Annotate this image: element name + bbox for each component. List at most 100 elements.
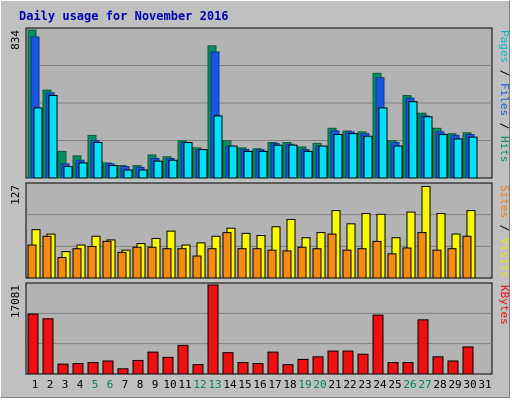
legend-entry: Files: [498, 83, 511, 116]
bar-pages-1: [33, 107, 43, 179]
bar-sites-21: [327, 233, 337, 279]
bar-pages-16: [258, 150, 268, 179]
bar-sites-23: [357, 248, 367, 279]
x-tick-label-7: 7: [122, 378, 129, 391]
bar-pages-5: [93, 142, 103, 179]
x-tick-label-24: 24: [373, 378, 387, 391]
legend-entry: /: [498, 218, 511, 238]
bar-kbytes-18: [282, 364, 294, 375]
bar-kbytes-1: [27, 313, 39, 375]
x-tick-label-23: 23: [358, 378, 371, 391]
bar-pages-26: [408, 101, 418, 179]
bar-kbytes-14: [222, 352, 234, 375]
bar-pages-14: [228, 145, 238, 179]
bar-sites-5: [87, 246, 97, 279]
bar-pages-30: [468, 136, 478, 179]
bar-kbytes-26: [402, 362, 414, 375]
bar-pages-6: [108, 165, 118, 179]
bar-kbytes-27: [417, 319, 429, 375]
scale-label-middle: 127: [9, 185, 22, 205]
bar-kbytes-15: [237, 362, 249, 375]
bar-kbytes-13: [207, 284, 219, 375]
bar-kbytes-24: [372, 314, 384, 375]
x-tick-label-28: 28: [433, 378, 446, 391]
x-tick-label-30: 30: [463, 378, 476, 391]
bar-kbytes-7: [117, 368, 129, 375]
bar-pages-17: [273, 144, 283, 179]
bar-sites-25: [387, 253, 397, 279]
bar-sites-6: [102, 240, 112, 279]
bar-sites-3: [57, 256, 67, 279]
bar-kbytes-22: [342, 350, 354, 375]
panel-bottom: 17081 KBytes: [9, 282, 511, 375]
bar-sites-1: [27, 244, 37, 279]
bar-sites-13: [207, 248, 217, 279]
x-tick-label-31: 31: [478, 378, 491, 391]
x-tick-label-26: 26: [403, 378, 416, 391]
x-tick-label-29: 29: [448, 378, 461, 391]
bar-pages-20: [318, 145, 328, 179]
bar-pages-24: [378, 107, 388, 179]
x-tick-label-27: 27: [418, 378, 431, 391]
bar-sites-18: [282, 250, 292, 279]
bar-pages-3: [63, 165, 73, 179]
scale-label-bottom: 17081: [9, 285, 22, 318]
x-tick-label-19: 19: [298, 378, 311, 391]
x-tick-label-1: 1: [32, 378, 39, 391]
bar-sites-15: [237, 248, 247, 279]
panel-top: 834 Pages / Files / Hits: [9, 27, 511, 179]
bar-sites-24: [372, 240, 382, 279]
bar-pages-21: [333, 134, 343, 179]
bar-sites-11: [177, 248, 187, 279]
bar-kbytes-4: [72, 363, 84, 375]
plot-area-bottom: [25, 282, 493, 375]
bar-kbytes-20: [312, 356, 324, 375]
bar-pages-7: [123, 169, 133, 179]
x-tick-label-3: 3: [62, 378, 69, 391]
bar-pages-27: [423, 116, 433, 179]
bar-sites-19: [297, 246, 307, 279]
bar-sites-20: [312, 248, 322, 279]
x-tick-label-18: 18: [283, 378, 296, 391]
bar-kbytes-30: [462, 346, 474, 375]
bar-kbytes-10: [162, 356, 174, 375]
bar-kbytes-12: [192, 364, 204, 375]
bar-pages-8: [138, 169, 148, 179]
x-tick-label-12: 12: [193, 378, 206, 391]
bar-kbytes-25: [387, 362, 399, 375]
x-tick-label-11: 11: [178, 378, 191, 391]
bar-kbytes-11: [177, 344, 189, 375]
bar-pages-11: [183, 142, 193, 179]
bar-kbytes-3: [57, 363, 69, 375]
bar-sites-27: [417, 232, 427, 279]
x-tick-label-21: 21: [328, 378, 341, 391]
x-tick-label-15: 15: [238, 378, 251, 391]
bar-pages-25: [393, 145, 403, 179]
x-tick-label-10: 10: [163, 378, 176, 391]
bar-sites-10: [162, 248, 172, 279]
x-tick-label-5: 5: [92, 378, 99, 391]
axis-label-top: Pages / Files / Hits: [498, 30, 511, 163]
x-tick-label-17: 17: [268, 378, 281, 391]
bar-sites-30: [462, 235, 472, 279]
bar-kbytes-16: [252, 363, 264, 375]
bar-sites-14: [222, 232, 232, 279]
bar-sites-2: [42, 235, 52, 279]
legend-entry: /: [498, 116, 511, 136]
chart-title: Daily usage for November 2016: [19, 9, 229, 23]
bar-kbytes-21: [327, 350, 339, 375]
legend-entry: Hits: [498, 136, 511, 163]
x-tick-label-25: 25: [388, 378, 401, 391]
scale-label-top: 834: [9, 30, 22, 50]
bar-sites-16: [252, 248, 262, 279]
bar-pages-28: [438, 134, 448, 179]
bar-kbytes-9: [147, 351, 159, 375]
bar-sites-29: [447, 248, 457, 279]
bar-kbytes-6: [102, 360, 114, 375]
axis-label-bottom: KBytes: [498, 285, 511, 325]
bar-sites-9: [147, 246, 157, 279]
bar-pages-2: [48, 94, 58, 179]
bar-kbytes-23: [357, 353, 369, 375]
